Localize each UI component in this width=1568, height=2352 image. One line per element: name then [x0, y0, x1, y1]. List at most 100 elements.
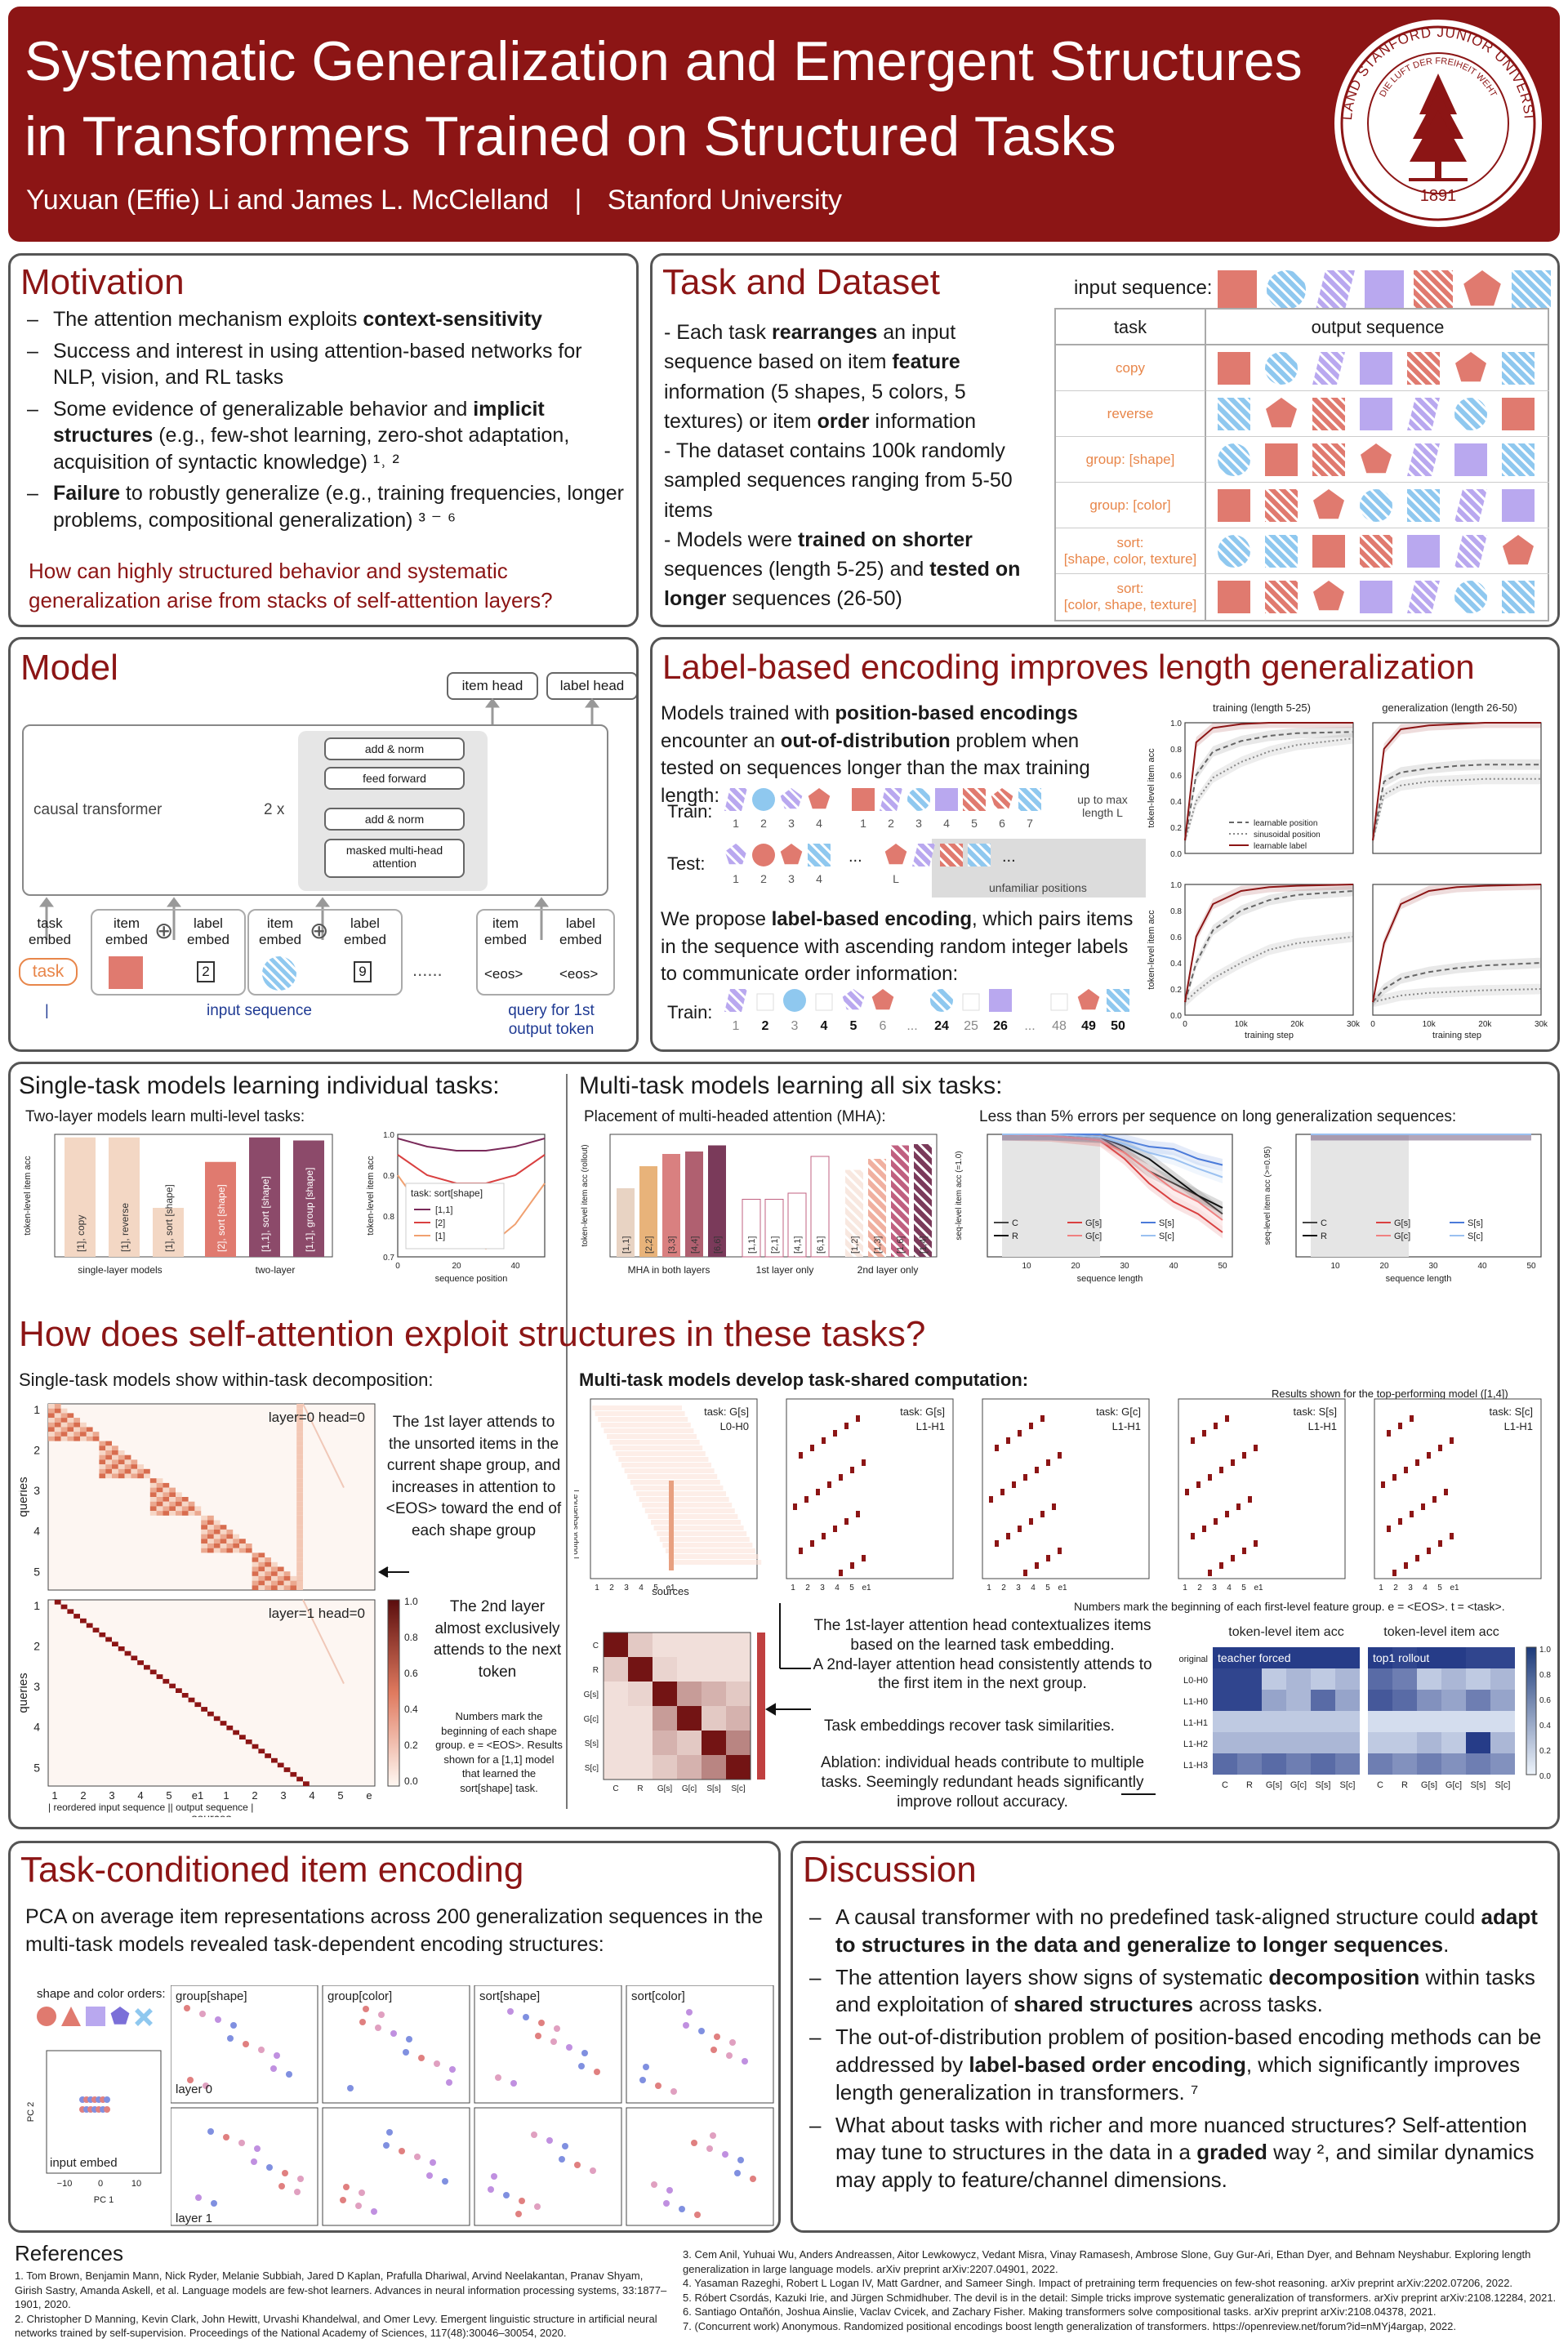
attn-cell [213, 1529, 220, 1535]
x-tick: 10k [1423, 1020, 1437, 1029]
poster-title-line2: in Transformers Trained on Structured Ta… [24, 105, 1116, 167]
discussion-bullets: A causal transformer with no predefined … [804, 1904, 1549, 2199]
pca-point [434, 2060, 440, 2067]
attn-cell [239, 1539, 246, 1544]
attn-cell [856, 1511, 860, 1517]
text: way ², and similar dynamics may apply to… [835, 2140, 1535, 2193]
sim-cell [628, 1633, 653, 1657]
text: Success and interest in using attention-… [53, 339, 582, 390]
attn-cell [194, 1511, 202, 1516]
colorbar-tick: 0.2 [1539, 1747, 1551, 1756]
attn-cell [92, 1628, 100, 1633]
series-band [1311, 1134, 1531, 1141]
attn-eos-cell [296, 1506, 303, 1512]
label-number: 50 [1111, 1019, 1125, 1033]
single-task-title: Single-task models learning individual t… [19, 1072, 500, 1099]
attn-cell [1242, 1548, 1246, 1554]
task-row-output [1206, 345, 1549, 391]
sim-cell [604, 1755, 628, 1780]
position-number: 4 [816, 872, 822, 885]
attn-cell [1398, 1423, 1402, 1429]
discussion-bullet: The attention layers show signs of syste… [804, 1964, 1549, 2020]
x-tick: 1 [791, 1584, 795, 1592]
attn-cell [207, 1525, 214, 1530]
attn-cell [1231, 1459, 1235, 1466]
attn-cell [271, 1571, 278, 1576]
attn-cell [131, 1468, 138, 1474]
multi-task-sub1: Placement of multi-headed attention (MHA… [584, 1108, 886, 1125]
attn-cell [201, 1515, 207, 1521]
attn-cell [1387, 1430, 1391, 1437]
attn-cell [169, 1487, 176, 1493]
mha-bar-11 [891, 1145, 909, 1257]
pca-point [538, 2020, 545, 2026]
attn-cell [105, 1454, 112, 1460]
attn-cell [74, 1427, 80, 1432]
train-item [780, 788, 803, 809]
bar-label: [1,4] [919, 1236, 929, 1254]
item-embed-label-2: item embed [259, 915, 301, 948]
train-item [724, 788, 747, 811]
attn-cell [662, 1543, 753, 1548]
motivation-bullet: Success and interest in using attention-… [22, 338, 626, 391]
attn-cell [176, 1511, 182, 1516]
label-number: 1 [733, 1019, 740, 1033]
pca-point [203, 2082, 209, 2089]
motivation-bullet: Some evidence of generalizable behavior … [22, 396, 626, 476]
pca-point [355, 2203, 362, 2209]
attn-cell [639, 1497, 729, 1502]
position-number: 3 [788, 817, 795, 830]
attn-cell [1196, 1481, 1200, 1488]
legend-label: S[s] [1159, 1218, 1174, 1228]
text-bold: decomposition [1268, 1964, 1420, 1989]
text-bold: implicit structures [53, 397, 545, 448]
plot-area [1372, 884, 1542, 1016]
pca-point [523, 2014, 529, 2020]
text-bold: context-sensitivity [363, 308, 542, 331]
attn-cell [48, 1436, 55, 1441]
y-tick: 4 [33, 1525, 40, 1538]
mini-task-label: task: G[c] [1096, 1405, 1141, 1418]
pca-panel-title: sort[color] [631, 1989, 685, 2003]
ablation-cell [1466, 1711, 1490, 1732]
attn-cell [833, 1430, 837, 1437]
series-band [1002, 1134, 1223, 1227]
attn-eos-cell [296, 1571, 303, 1576]
series-band [1185, 885, 1353, 1008]
series-band [1002, 1134, 1223, 1239]
attn-cell [48, 1413, 55, 1419]
attn-cell [239, 1544, 246, 1548]
attn-eos-cell [296, 1552, 303, 1558]
attn-cell [86, 1427, 93, 1432]
task-row-label: copy [1056, 345, 1206, 391]
legend-label: R [1321, 1232, 1327, 1241]
attn-eos-cell [296, 1566, 303, 1572]
output-item [1312, 398, 1345, 430]
attn-cell [1208, 1570, 1212, 1576]
x-tick: 1 [1379, 1584, 1383, 1592]
label-item [989, 989, 1012, 1012]
attn-cell [74, 1422, 80, 1428]
ablation-cell [1368, 1753, 1392, 1775]
attn-cell [1191, 1437, 1195, 1444]
attn-cell [188, 1697, 195, 1703]
attn-cell [220, 1539, 227, 1544]
input-sequence-shapes [1218, 270, 1551, 310]
group-label: 1st layer only [756, 1264, 814, 1276]
ablation-cell [1335, 1668, 1360, 1690]
attn-cell [258, 1561, 265, 1567]
motivation-bullet: The attention mechanism exploits context… [22, 306, 626, 333]
attn-cell [1381, 1481, 1385, 1488]
order-cross [135, 2008, 153, 2026]
attn-cell [1046, 1555, 1050, 1561]
chart-legend: learnable position sinusoidal position lea… [1229, 819, 1321, 851]
bar-label: [2], sort [shape] [216, 1184, 227, 1252]
attn-cell [633, 1486, 724, 1490]
attn-cell [226, 1534, 234, 1539]
ablation-cell [1213, 1753, 1237, 1775]
attn-cell [659, 1537, 750, 1542]
ablation-cell [1286, 1711, 1311, 1732]
label-number: 24 [934, 1019, 949, 1033]
attn-cell [822, 1437, 826, 1444]
mha-bar-8 [810, 1156, 830, 1258]
